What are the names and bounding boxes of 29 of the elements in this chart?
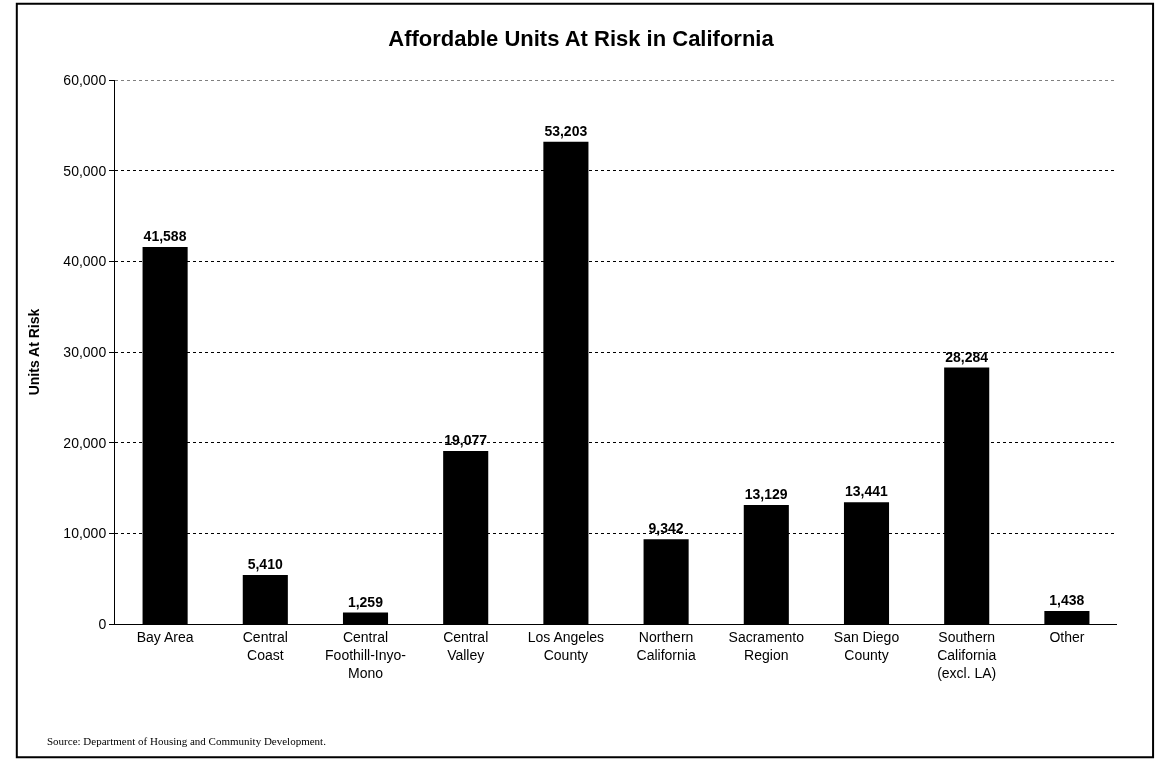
x-tick-label: Other <box>1049 628 1085 645</box>
source-note: Source: Department of Housing and Community Development. <box>47 735 327 747</box>
x-tick-label: Central Coast <box>242 628 288 663</box>
data-label: 13,129 <box>744 485 788 502</box>
x-tick-label: San Diego County <box>833 628 900 663</box>
data-label: 19,077 <box>444 432 488 449</box>
x-tick-label: Sacramento Region <box>728 628 805 663</box>
x-tick-label: Bay Area <box>136 628 194 645</box>
x-tick-label: Northern California <box>636 628 696 663</box>
y-tick-label: 20,000 <box>63 434 107 451</box>
data-label: 5,410 <box>247 555 283 572</box>
x-tick-label: Central Foothill-Inyo- Mono <box>325 628 407 682</box>
data-label: 53,203 <box>544 122 588 139</box>
y-tick-label: 10,000 <box>63 525 107 542</box>
data-label: 1,259 <box>347 593 384 610</box>
x-tick-label: Los Angeles County <box>527 628 605 663</box>
y-tick-label: 0 <box>98 615 107 632</box>
data-label: 9,342 <box>648 520 684 537</box>
chart-title: Affordable Units At Risk in California <box>388 25 775 51</box>
data-label: 1,438 <box>1049 591 1085 608</box>
data-label: 13,441 <box>844 483 889 500</box>
x-tick-label: Central Valley <box>443 628 489 663</box>
y-tick-label: 50,000 <box>63 162 107 179</box>
data-label: 41,588 <box>143 227 187 244</box>
x-tick-label: Southern California (excl. LA) <box>937 628 997 682</box>
y-axis-title: Units At Risk <box>25 308 42 396</box>
y-tick-label: 30,000 <box>63 343 107 360</box>
y-tick-label: 60,000 <box>63 71 107 88</box>
y-tick-label: 40,000 <box>63 253 107 270</box>
